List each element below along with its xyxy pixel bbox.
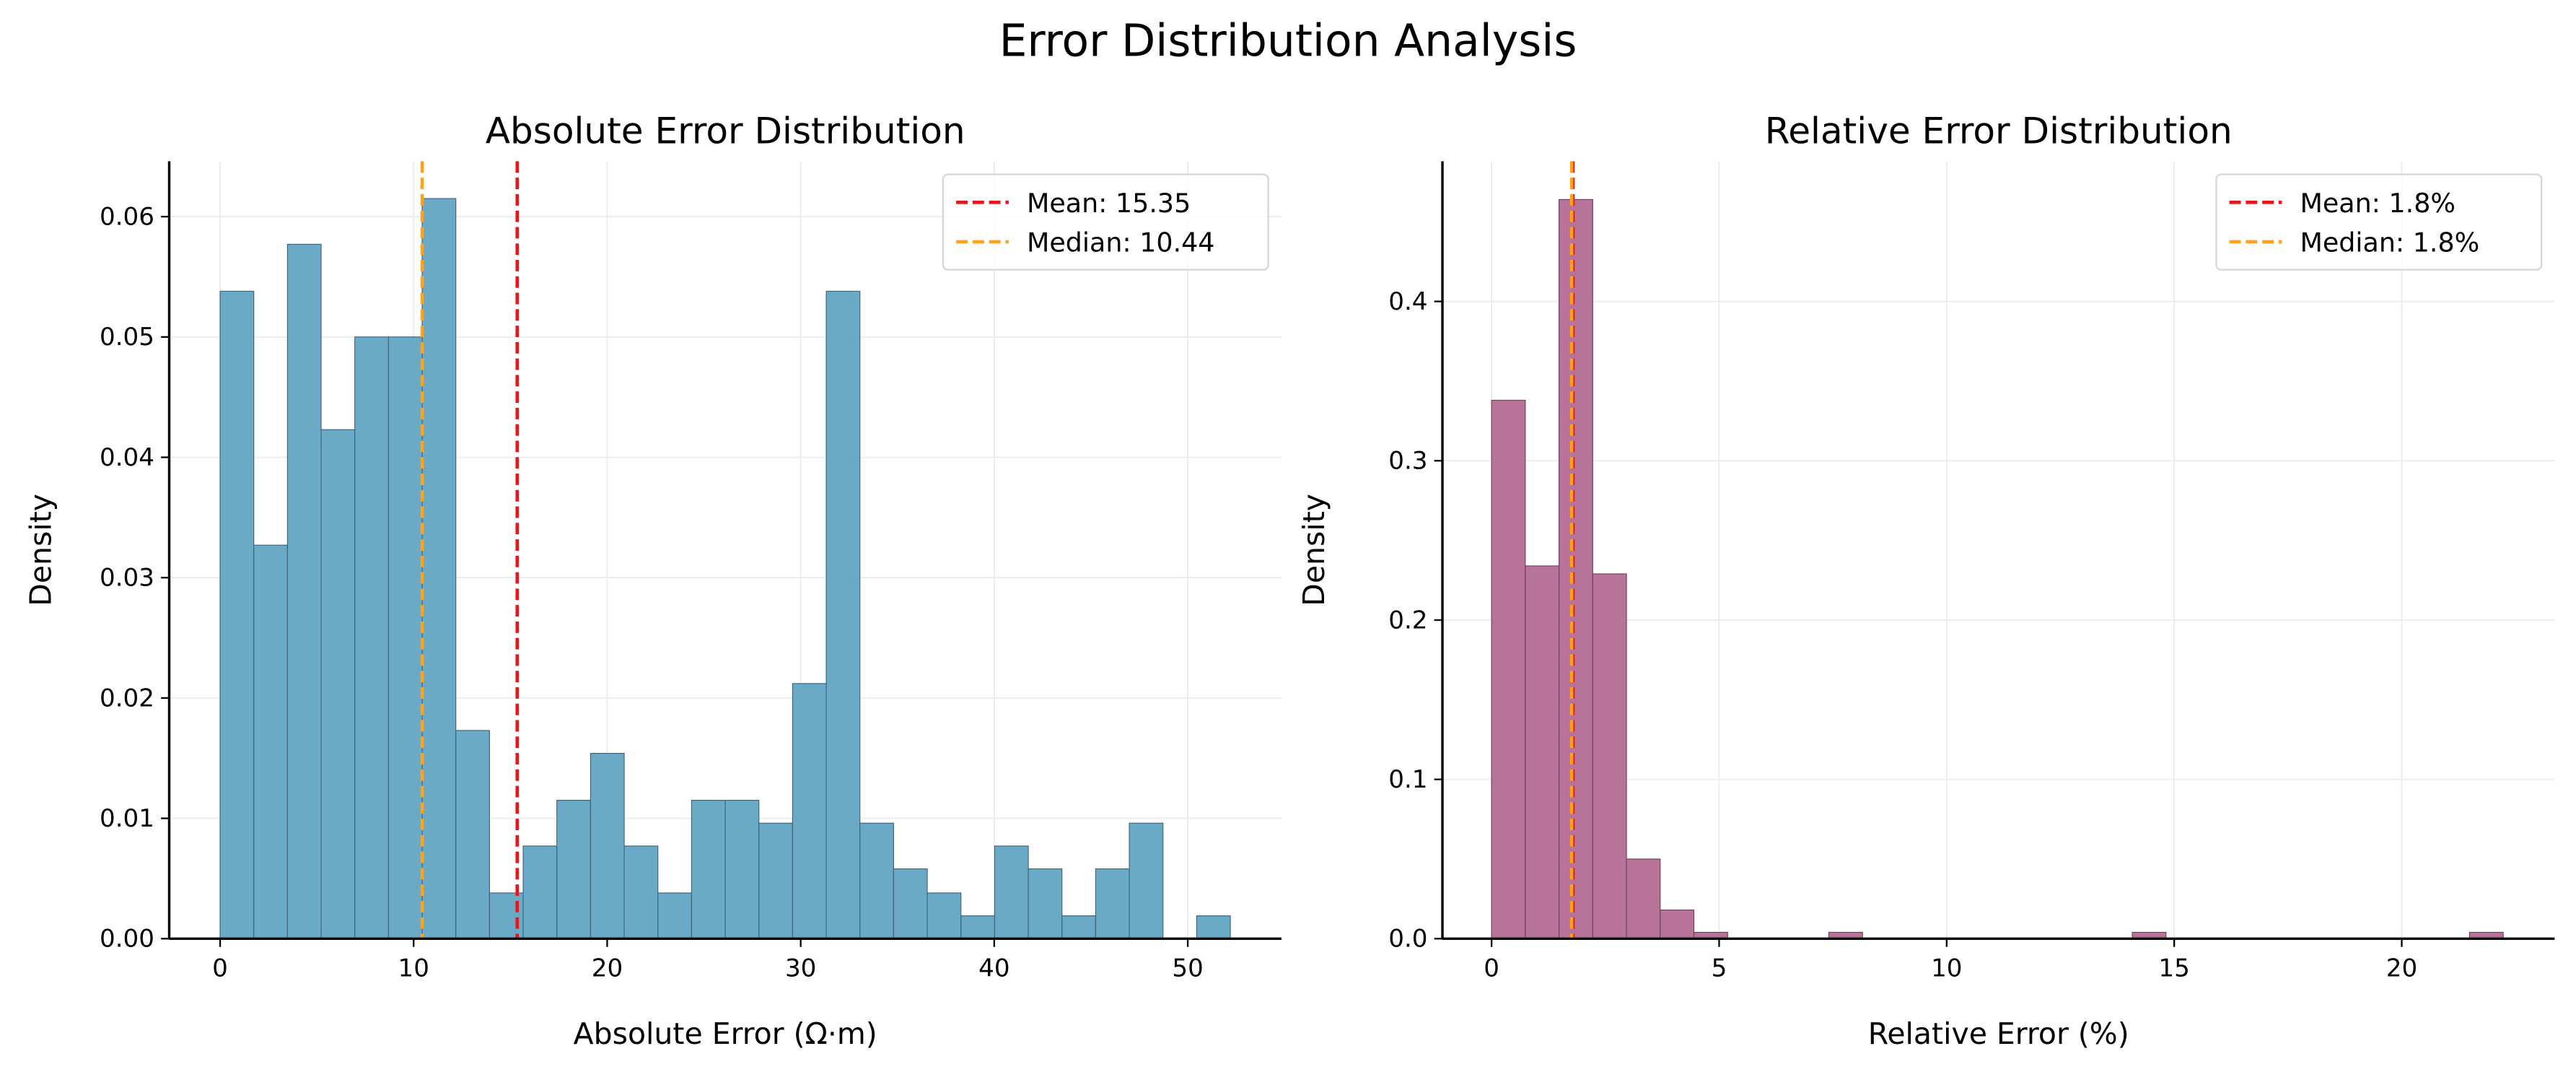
bar xyxy=(960,915,995,939)
y-tick-label: 0.01 xyxy=(100,804,154,833)
bar xyxy=(1559,199,1593,939)
x-tick-label: 20 xyxy=(592,954,623,983)
y-tick-label: 0.03 xyxy=(100,564,154,593)
bar xyxy=(893,868,928,939)
legend-box xyxy=(942,173,1269,271)
legend-box xyxy=(2215,173,2543,271)
bar xyxy=(623,845,659,939)
legend-label: Median: 10.44 xyxy=(1027,227,1214,258)
y-tick-label: 0.06 xyxy=(100,202,154,231)
x-tick-label: 30 xyxy=(785,954,816,983)
bar xyxy=(1095,868,1130,939)
y-tick-label: 0.3 xyxy=(1388,447,1427,476)
x-tick-label: 10 xyxy=(398,954,429,983)
bar xyxy=(1592,573,1627,939)
bar xyxy=(657,892,692,939)
y-tick-label: 0.1 xyxy=(1388,765,1427,794)
y-tick-label: 0.4 xyxy=(1388,287,1427,316)
y-axis-label: Density xyxy=(1297,494,1331,606)
bar xyxy=(1491,399,1526,939)
bar xyxy=(421,198,457,939)
bar xyxy=(724,800,760,939)
y-tick-label: 0.00 xyxy=(100,925,154,954)
axes-title: Absolute Error Distribution xyxy=(486,110,965,152)
bar xyxy=(219,290,255,939)
x-tick-label: 0 xyxy=(212,954,228,983)
bar xyxy=(1061,915,1096,939)
y-tick-label: 0.02 xyxy=(100,684,154,713)
bar xyxy=(1626,858,1661,939)
bar xyxy=(859,822,894,939)
bar xyxy=(253,544,288,939)
bar xyxy=(590,753,625,939)
x-tick-label: 40 xyxy=(978,954,1009,983)
figure-title: Error Distribution Analysis xyxy=(999,16,1577,67)
x-tick-label: 20 xyxy=(2386,954,2417,983)
legend: Mean: 1.8% Median: 1.8% xyxy=(2215,173,2543,271)
bar xyxy=(455,730,490,939)
bar xyxy=(556,800,591,939)
bar xyxy=(994,845,1029,939)
bar xyxy=(691,800,726,939)
y-tick-label: 0.2 xyxy=(1388,606,1427,635)
x-tick-label: 50 xyxy=(1172,954,1203,983)
bar xyxy=(354,336,389,939)
bar xyxy=(522,845,558,939)
bar xyxy=(1660,910,1695,939)
bar xyxy=(489,892,524,939)
y-axis-label: Density xyxy=(24,494,58,606)
legend-label: Mean: 15.35 xyxy=(1027,188,1191,219)
bar xyxy=(1196,915,1231,939)
axes: 0.00 0.01 0.02 0.03 0.04 0.05 0.06 0 10 20 30 40 50 A… xyxy=(24,110,1282,1051)
y-tick-label: 0.04 xyxy=(100,443,154,472)
bar xyxy=(1525,565,1560,939)
x-tick-label: 15 xyxy=(2158,954,2189,983)
axes: 0.0 0.1 0.2 0.3 0.4 0 5 10 15 20 Relative Error Di… xyxy=(1297,110,2555,1051)
x-tick-label: 5 xyxy=(1712,954,1727,983)
bar xyxy=(792,683,827,939)
bar xyxy=(825,290,861,939)
x-tick-label: 10 xyxy=(1931,954,1962,983)
bar xyxy=(320,429,356,939)
x-axis-label: Absolute Error (Ω·m) xyxy=(574,1016,877,1051)
bar xyxy=(286,243,322,939)
bar xyxy=(1028,868,1063,939)
legend-label: Mean: 1.8% xyxy=(2300,188,2456,219)
x-axis-label: Relative Error (%) xyxy=(1868,1016,2129,1051)
legend: Mean: 15.35 Median: 10.44 xyxy=(942,173,1269,271)
bar xyxy=(758,822,793,939)
y-tick-label: 0.05 xyxy=(100,323,154,352)
legend-label: Median: 1.8% xyxy=(2300,227,2480,258)
bar xyxy=(387,336,423,939)
x-tick-label: 0 xyxy=(1484,954,1499,983)
axes-title: Relative Error Distribution xyxy=(1765,110,2233,152)
y-tick-label: 0.0 xyxy=(1388,925,1427,954)
bar xyxy=(1129,822,1164,939)
bar xyxy=(926,892,962,939)
